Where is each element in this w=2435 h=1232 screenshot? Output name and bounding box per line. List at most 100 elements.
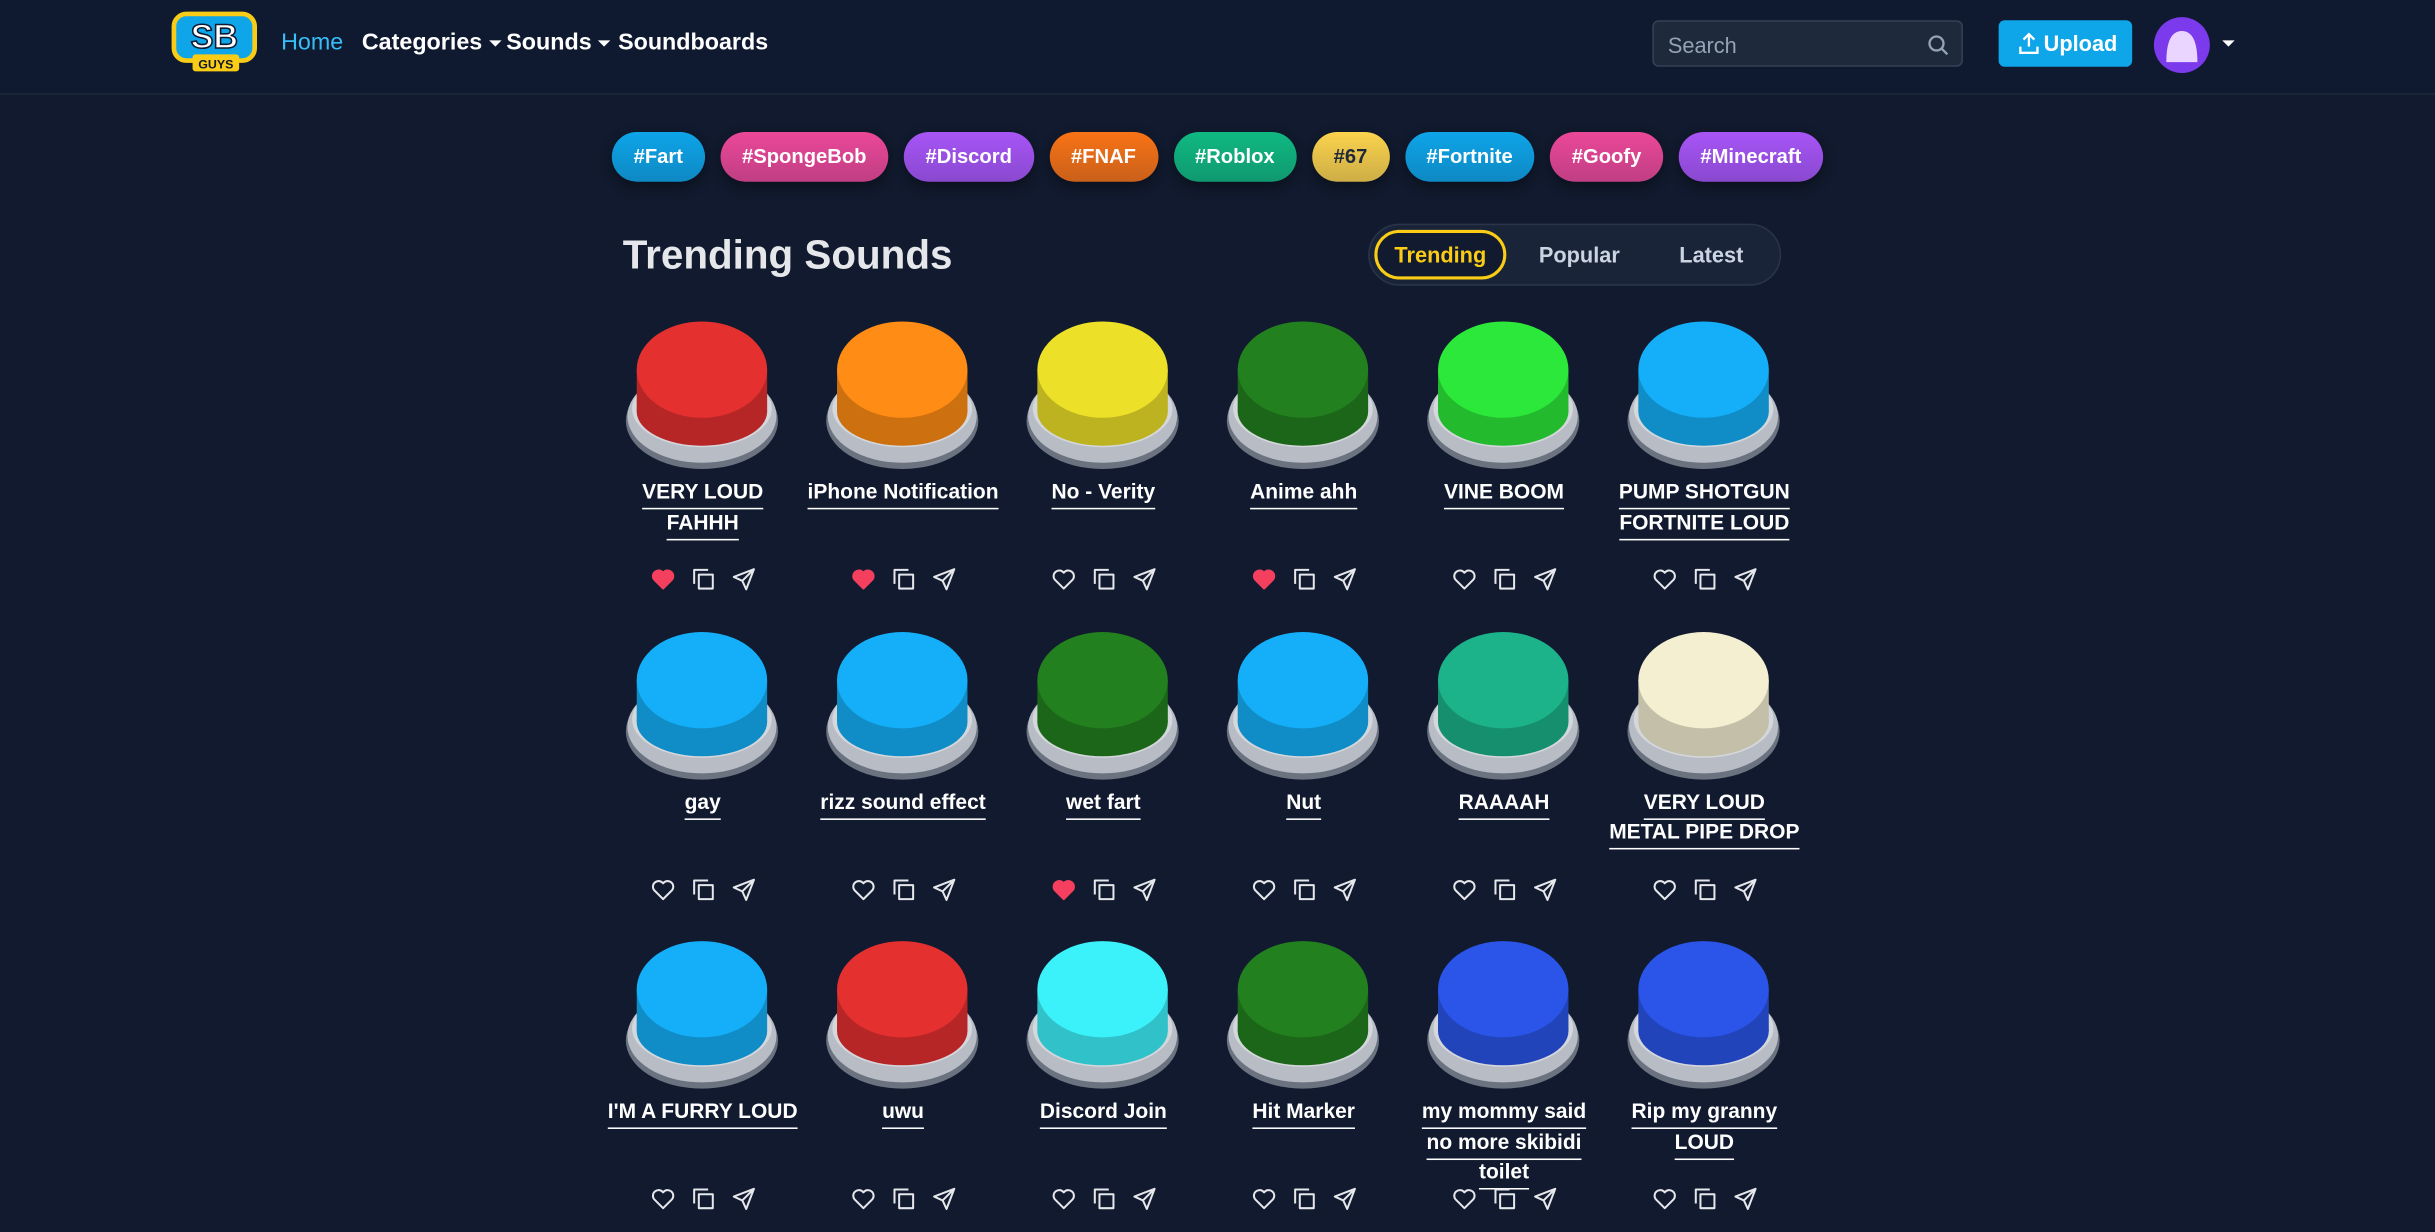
sound-name[interactable]: rizz sound effect [820,789,986,813]
tag-pill[interactable]: #FNAF [1049,131,1158,182]
sound-name[interactable]: VINE BOOM [1444,479,1564,504]
copy-icon[interactable] [1692,877,1717,902]
share-icon[interactable] [931,567,956,592]
nav-link[interactable]: Categories [362,30,501,56]
share-icon[interactable] [1532,1186,1557,1211]
copy-icon[interactable] [1091,1186,1116,1211]
like-icon[interactable] [1652,567,1677,592]
like-icon[interactable] [650,567,675,592]
tab[interactable]: Trending [1374,229,1507,280]
search-box[interactable]: Search [1652,20,1963,67]
share-icon[interactable] [1532,567,1557,592]
share-icon[interactable] [931,1186,956,1211]
like-icon[interactable] [850,877,875,902]
copy-icon[interactable] [690,567,715,592]
copy-icon[interactable] [891,1186,916,1211]
share-icon[interactable] [1332,877,1357,902]
nav-link[interactable]: Soundboards [618,30,768,56]
sound-button[interactable] [821,318,983,473]
copy-icon[interactable] [1692,567,1717,592]
nav-link[interactable]: Home [281,30,343,56]
share-icon[interactable] [1732,567,1757,592]
sound-name[interactable]: Rip my granny LOUD [1631,1099,1778,1154]
sound-button[interactable] [1623,938,1785,1093]
sound-name[interactable]: Discord Join [1039,1099,1167,1123]
copy-icon[interactable] [1692,1186,1717,1211]
tag-pill[interactable]: #Fart [611,131,705,182]
sound-button[interactable] [1422,628,1584,783]
sound-name[interactable]: PUMP SHOTGUN FORTNITE LOUD [1618,479,1790,534]
like-icon[interactable] [650,877,675,902]
like-icon[interactable] [1251,877,1276,902]
tab[interactable]: Latest [1679,242,1744,268]
copy-icon[interactable] [1291,1186,1316,1211]
sound-button[interactable] [621,318,783,473]
tag-pill[interactable]: #Minecraft [1678,131,1824,182]
share-icon[interactable] [1732,1186,1757,1211]
like-icon[interactable] [1251,567,1276,592]
sound-name[interactable]: uwu [882,1099,924,1123]
like-icon[interactable] [1451,877,1476,902]
share-icon[interactable] [1332,567,1357,592]
sound-name[interactable]: VERY LOUD METAL PIPE DROP [1609,789,1800,844]
share-icon[interactable] [1732,877,1757,902]
like-icon[interactable] [1051,1186,1076,1211]
like-icon[interactable] [1051,877,1076,902]
sound-name[interactable]: wet fart [1066,789,1141,813]
tag-pill[interactable]: #Fortnite [1404,131,1535,182]
tag-pill[interactable]: #Goofy [1550,131,1664,182]
sound-button[interactable] [1422,938,1584,1093]
copy-icon[interactable] [1291,877,1316,902]
sound-name[interactable]: I'M A FURRY LOUD [607,1099,798,1123]
copy-icon[interactable] [891,567,916,592]
like-icon[interactable] [850,1186,875,1211]
sound-button[interactable] [1222,628,1384,783]
like-icon[interactable] [1451,1186,1476,1211]
like-icon[interactable] [650,1186,675,1211]
share-icon[interactable] [1131,1186,1156,1211]
like-icon[interactable] [850,567,875,592]
copy-icon[interactable] [1492,567,1517,592]
sound-button[interactable] [821,938,983,1093]
sound-button[interactable] [1022,938,1184,1093]
share-icon[interactable] [1131,877,1156,902]
sound-button[interactable] [1623,628,1785,783]
tag-pill[interactable]: #67 [1311,131,1390,182]
copy-icon[interactable] [1492,1186,1517,1211]
copy-icon[interactable] [690,877,715,902]
sound-button[interactable] [821,628,983,783]
sound-name[interactable]: VERY LOUD FAHHH [642,479,764,534]
sound-name[interactable]: Nut [1286,789,1322,813]
copy-icon[interactable] [1492,877,1517,902]
sound-button[interactable] [1422,318,1584,473]
sound-name[interactable]: No - Verity [1051,479,1156,504]
sound-name[interactable]: Hit Marker [1252,1099,1355,1123]
share-icon[interactable] [931,877,956,902]
like-icon[interactable] [1652,877,1677,902]
sound-button[interactable] [1022,318,1184,473]
sound-name[interactable]: Anime ahh [1250,479,1358,504]
share-icon[interactable] [1131,567,1156,592]
share-icon[interactable] [1532,877,1557,902]
share-icon[interactable] [731,1186,756,1211]
nav-link[interactable]: Sounds [506,30,611,56]
copy-icon[interactable] [1091,567,1116,592]
tag-pill[interactable]: #SpongeBob [720,131,889,182]
copy-icon[interactable] [891,877,916,902]
sound-name[interactable]: iPhone Notification [807,479,999,504]
sound-button[interactable] [1222,318,1384,473]
like-icon[interactable] [1451,567,1476,592]
share-icon[interactable] [731,567,756,592]
tag-pill[interactable]: #Roblox [1173,131,1297,182]
sound-button[interactable] [621,938,783,1093]
logo[interactable]: SB GUYS [171,11,261,76]
like-icon[interactable] [1652,1186,1677,1211]
sound-name[interactable]: my mommy said no more skibidi toilet [1421,1099,1587,1184]
like-icon[interactable] [1051,567,1076,592]
copy-icon[interactable] [1091,877,1116,902]
copy-icon[interactable] [690,1186,715,1211]
tag-pill[interactable]: #Discord [903,131,1034,182]
sound-name[interactable]: gay [684,789,721,813]
share-icon[interactable] [1332,1186,1357,1211]
avatar[interactable] [2152,16,2239,78]
